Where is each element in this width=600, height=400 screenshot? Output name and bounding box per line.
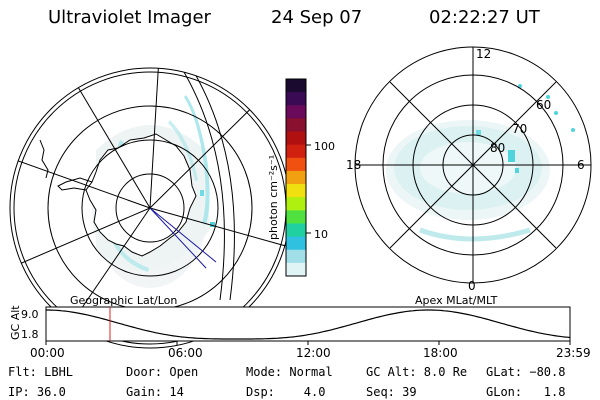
colorbar-cell: [286, 210, 306, 225]
colorbar-cell: [286, 236, 306, 251]
mlt-label-12: 12: [476, 47, 491, 61]
status-filter: Flt: LBHL: [8, 365, 74, 379]
colorbar-cell: [286, 92, 306, 106]
mlt-label-0: 0: [468, 279, 476, 293]
status-seq: Seq: 39: [366, 385, 417, 399]
colorbar-cell: [286, 157, 306, 172]
mlat-label-60: 60: [536, 98, 551, 112]
status-gc-alt: GC Alt: 8.0 Re: [366, 365, 468, 379]
altitude-xtick-0000: 00:00: [30, 346, 65, 360]
altitude-xtick-0600: 06:00: [168, 346, 203, 360]
antarctica-coastline: [85, 133, 197, 257]
status-gain: Gain: 14: [126, 385, 184, 399]
altitude-xtick-2359: 23:59: [556, 346, 591, 360]
altitude-ytick-bottom: 1.8: [21, 328, 39, 341]
colorbar-cell: [286, 249, 306, 264]
altitude-ytick-top: 9.0: [21, 308, 39, 321]
geo-map-caption: Geographic Lat/Lon: [70, 294, 177, 307]
mlat-label-70: 70: [512, 122, 527, 136]
colorbar-cell: [286, 79, 306, 93]
colorbar-tick-10: 10: [314, 228, 328, 241]
colorbar-tick-100: 100: [314, 140, 335, 153]
satellite-track: [149, 207, 217, 269]
instrument-title: Ultraviolet Imager: [48, 7, 211, 28]
colorbar-cell: [286, 184, 306, 198]
mlt-label-18: 18: [346, 158, 361, 172]
altitude-plot-frame: [45, 306, 571, 342]
colorbar-cell: [286, 170, 306, 185]
colorbar-ticks: [306, 144, 311, 234]
south-america-tip: [39, 139, 49, 179]
colorbar-cell: [286, 262, 306, 277]
colorbar-cell: [286, 144, 306, 159]
colorbar-cell: [286, 197, 306, 211]
altitude-ylabel: GC Alt: [9, 305, 22, 340]
altitude-plot: GC Alt 9.0 1.8 00:00 06:00 12:00 18:00 2…: [9, 305, 591, 360]
status-dsp: Dsp: 4.0: [246, 385, 326, 399]
polar-plot: [355, 47, 591, 283]
polar-plot-caption: Apex MLat/MLT: [415, 294, 498, 307]
colorbar-frame: [285, 78, 307, 277]
mlt-lines: [355, 47, 591, 283]
status-door: Door: Open: [126, 365, 199, 379]
geographic-map: [10, 68, 290, 345]
altitude-xtick-1800: 18:00: [423, 346, 458, 360]
colorbar-cell: [286, 118, 306, 133]
status-glon: GLon: 1.8: [486, 385, 566, 399]
colorbar-cell: [286, 223, 306, 238]
altitude-xticks: [45, 341, 571, 345]
color-scale-bar: [286, 79, 306, 277]
colorbar-cell: [286, 131, 306, 146]
polar-plot-border: [354, 46, 592, 284]
mlt-label-6: 6: [577, 158, 585, 172]
antarctic-peninsula: [57, 177, 93, 191]
date-label: 24 Sep 07: [271, 7, 363, 28]
colorbar-unit-label: photon cm⁻²s⁻¹: [267, 155, 280, 240]
mlat-label-80: 80: [490, 141, 505, 155]
status-ip: IP: 36.0: [8, 385, 66, 399]
status-glat: GLat: −80.8: [486, 365, 566, 379]
altitude-curve: [46, 309, 570, 340]
status-mode: Mode: Normal: [246, 365, 333, 379]
altitude-xtick-1200: 12:00: [296, 346, 331, 360]
colorbar-cell: [286, 105, 306, 119]
time-label: 02:22:27 UT: [429, 7, 540, 28]
